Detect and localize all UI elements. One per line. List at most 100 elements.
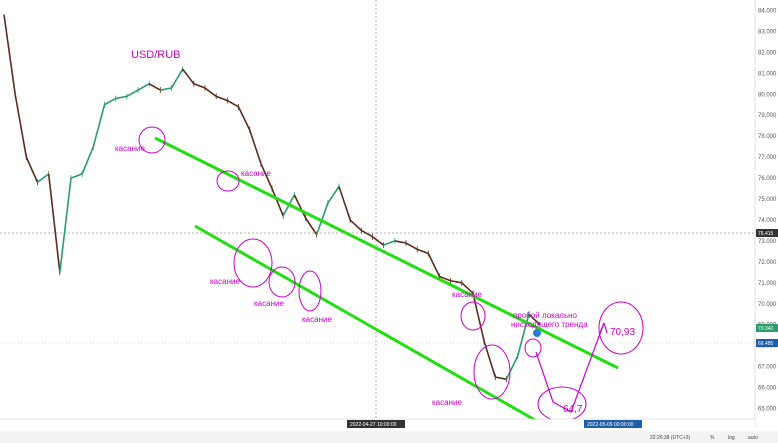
- y-tick-label: 82.000: [758, 50, 777, 56]
- price-segment: [528, 313, 541, 326]
- target-circle-high: [598, 301, 644, 355]
- touch-circle: [216, 170, 240, 192]
- y-tick-label: 73.000: [758, 239, 777, 245]
- y-tick-label: 81.000: [758, 71, 777, 77]
- y-tick-label: 74.000: [758, 218, 777, 224]
- annotation-label: касание: [432, 398, 462, 407]
- price-segment: [14, 94, 28, 158]
- y-tick-label: 65.000: [758, 407, 777, 413]
- price-segment: [104, 97, 117, 106]
- price-segment: [81, 146, 95, 175]
- log-toggle[interactable]: log: [728, 435, 735, 441]
- price-segment: [427, 253, 441, 277]
- price-segment: [70, 173, 83, 179]
- touch-circle: [524, 338, 542, 358]
- price-segment: [383, 240, 396, 246]
- touch-circle: [460, 301, 486, 331]
- forecast-arrows: [535, 322, 608, 413]
- price-segment: [293, 194, 307, 219]
- target-value-high: 70,93: [610, 327, 635, 338]
- y-tick-label: 75.000: [758, 197, 777, 203]
- y-tick-label: 79.000: [758, 113, 777, 119]
- price-segment: [405, 242, 418, 251]
- price-segment: [372, 236, 385, 246]
- current-price-label: 69.485: [758, 341, 774, 347]
- price-segment: [495, 376, 507, 380]
- footer-bar: [0, 431, 778, 443]
- footer-time: 22:26:38 (UTC+3): [650, 435, 690, 441]
- touch-circle: [138, 126, 166, 154]
- crosshair-price-tag: [756, 229, 778, 237]
- price-segment: [304, 217, 318, 236]
- breakout-label-line2: нисходящего тренда: [511, 320, 588, 329]
- price-segment: [37, 173, 50, 183]
- price-segment: [59, 177, 72, 273]
- price-segment: [137, 83, 150, 91]
- auto-toggle[interactable]: auto: [748, 435, 758, 441]
- price-segment: [182, 68, 195, 85]
- price-segment: [338, 186, 351, 221]
- touch-circle: [298, 270, 322, 312]
- plot-area: [0, 0, 755, 428]
- price-segment: [461, 282, 474, 294]
- price-segment: [3, 14, 16, 95]
- annotation-label: касание: [302, 315, 332, 324]
- price-segment: [193, 83, 206, 89]
- chart-title: USD/RUB: [131, 49, 181, 61]
- last-price-tag: [756, 324, 778, 332]
- price-segment: [260, 163, 273, 189]
- annotation-label: касание: [241, 169, 271, 178]
- y-tick-label: 78.000: [758, 134, 777, 140]
- price-segment: [160, 87, 172, 91]
- price-segment: [115, 95, 127, 100]
- percent-toggle[interactable]: %: [710, 435, 715, 441]
- price-segment: [237, 106, 251, 131]
- price-segment: [349, 219, 362, 232]
- price-segment: [416, 248, 429, 255]
- annotation-label: касание: [115, 144, 145, 153]
- target-value-low: 64,7: [563, 404, 583, 415]
- price-segment: [483, 341, 497, 378]
- touch-circles: [138, 126, 644, 422]
- price-segment: [25, 156, 39, 183]
- y-tick-label: 83.000: [758, 29, 777, 35]
- touch-circle: [473, 344, 511, 400]
- price-segment: [394, 240, 407, 244]
- price-segment: [315, 202, 329, 235]
- breakout-marker[interactable]: [533, 329, 541, 337]
- price-segment: [327, 186, 340, 204]
- y-tick-label: 70.000: [758, 302, 777, 308]
- price-segment: [148, 83, 161, 91]
- annotation-label: касание: [254, 299, 284, 308]
- annotation-label: касание: [210, 277, 240, 286]
- price-segment: [472, 293, 485, 342]
- channel-upper-line: [154, 136, 619, 370]
- breakout-label-line1: пробой локально: [513, 311, 578, 320]
- price-axis-panel: [755, 0, 778, 428]
- price-segment: [360, 229, 373, 238]
- crosshair-date-tag: [347, 420, 405, 428]
- channel-lower-line: [194, 224, 536, 422]
- price-segment: [92, 104, 106, 147]
- price-segment: [271, 188, 284, 217]
- price-segment: [505, 355, 519, 380]
- price-segment: [170, 68, 184, 89]
- price-segment: [450, 279, 462, 284]
- touch-circle: [233, 238, 273, 288]
- y-tick-label: 84.000: [758, 8, 777, 14]
- price-segment: [47, 173, 61, 273]
- last-price-label: 70.340: [758, 326, 774, 332]
- crosshair-price-label: 76.415: [758, 231, 774, 237]
- price-segment: [248, 129, 262, 164]
- y-tick-label: 76.000: [758, 176, 777, 182]
- price-segment: [126, 89, 139, 98]
- price-segment: [215, 95, 228, 102]
- end-date-label: 2022-05-09 00:00:00: [587, 422, 634, 428]
- y-tick-label: 71.000: [758, 281, 777, 287]
- y-tick-label: 67.000: [758, 365, 777, 371]
- price-segment: [226, 99, 239, 108]
- end-date-tag: [584, 420, 642, 428]
- price-segment: [204, 87, 217, 98]
- touch-circle: [268, 266, 296, 298]
